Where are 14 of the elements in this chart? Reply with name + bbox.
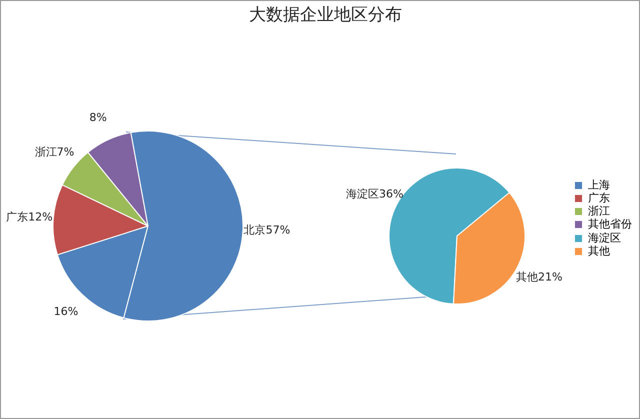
legend-label: 其他 xyxy=(588,244,610,258)
data-label: 其他21% xyxy=(516,270,562,284)
data-label: 浙江7% xyxy=(34,145,74,158)
chart-title: 大数据企业地区分布 xyxy=(249,5,402,25)
legend-label: 海淀区 xyxy=(588,232,621,244)
legend-label: 其他省份 xyxy=(588,218,632,230)
legend-label: 浙江 xyxy=(588,204,610,218)
data-label: 北京57% xyxy=(244,224,290,237)
data-label: 16% xyxy=(54,305,78,318)
data-label: 广东12% xyxy=(6,210,53,224)
data-label: 海淀区36% xyxy=(346,188,404,201)
data-label: 8% xyxy=(89,110,107,124)
legend-label: 广东 xyxy=(588,192,610,204)
legend-label: 上海 xyxy=(588,178,610,192)
